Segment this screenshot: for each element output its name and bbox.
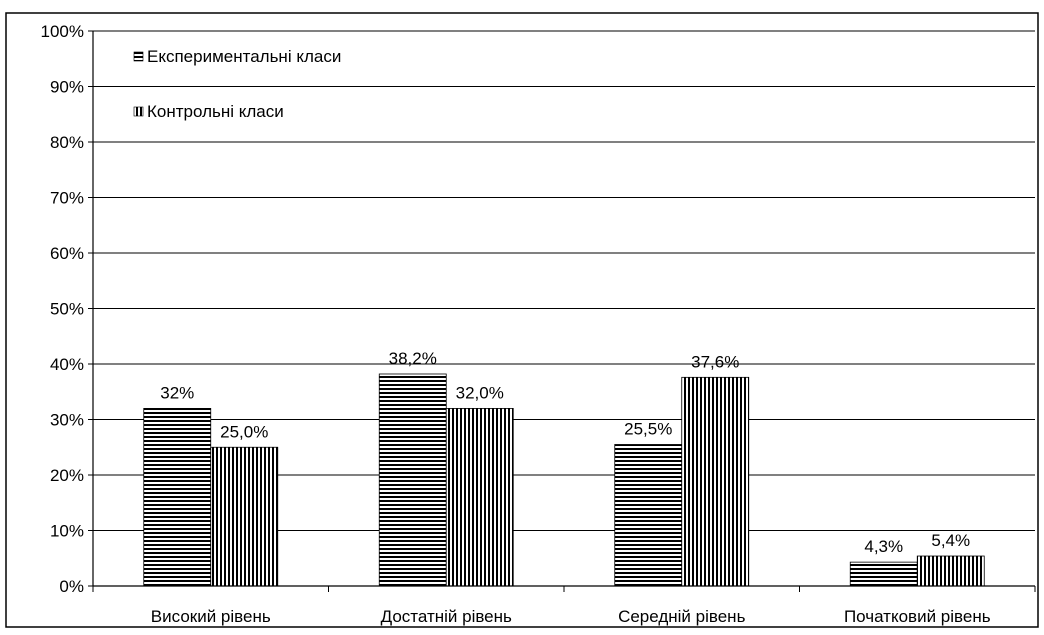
legend-swatch [133, 51, 144, 62]
y-tick-label: 60% [50, 244, 84, 263]
y-tick-label: 80% [50, 133, 84, 152]
y-tick-label: 40% [50, 355, 84, 374]
legend-swatch [133, 106, 144, 117]
y-tick-label: 100% [41, 22, 84, 41]
bar-experimental [378, 373, 447, 587]
y-tick-label: 10% [50, 522, 84, 541]
y-tick-label: 90% [50, 78, 84, 97]
data-label: 4,3% [864, 537, 903, 556]
legend: Експериментальні класи Контрольні класи [133, 47, 341, 121]
bar-control [916, 555, 985, 587]
bar-experimental [143, 407, 212, 587]
data-label: 5,4% [931, 531, 970, 550]
data-label: 25,5% [624, 419, 672, 438]
bar-experimental [849, 561, 918, 587]
bar-experimental [614, 444, 683, 587]
bar-control [445, 407, 514, 587]
x-category-label: Високий рівень [151, 607, 271, 626]
y-tick-label: 50% [50, 300, 84, 319]
y-tick-label: 20% [50, 466, 84, 485]
bars [143, 373, 985, 587]
labels: 0% 10% 20% 30% 40% 50% 60% 70% 80% 90% 100% 32% 25,0… [41, 22, 991, 626]
bar-control [681, 376, 750, 587]
data-label: 32,0% [456, 383, 504, 402]
data-label: 32% [160, 383, 194, 402]
bar-control [210, 446, 279, 587]
chart-frame [5, 12, 1039, 628]
legend-label: Контрольні класи [147, 102, 284, 121]
data-label: 25,0% [220, 422, 268, 441]
y-tick-label: 70% [50, 189, 84, 208]
legend-label: Експериментальні класи [147, 47, 341, 66]
data-label: 38,2% [389, 349, 437, 368]
y-tick-label: 30% [50, 411, 84, 430]
data-label: 37,6% [691, 352, 739, 371]
x-category-label: Початковий рівень [844, 607, 991, 626]
axes [88, 30, 1036, 592]
x-category-label: Достатній рівень [381, 607, 512, 626]
y-tick-label: 0% [59, 577, 84, 596]
x-category-label: Середній рівень [618, 607, 745, 626]
gridlines [93, 30, 1035, 531]
